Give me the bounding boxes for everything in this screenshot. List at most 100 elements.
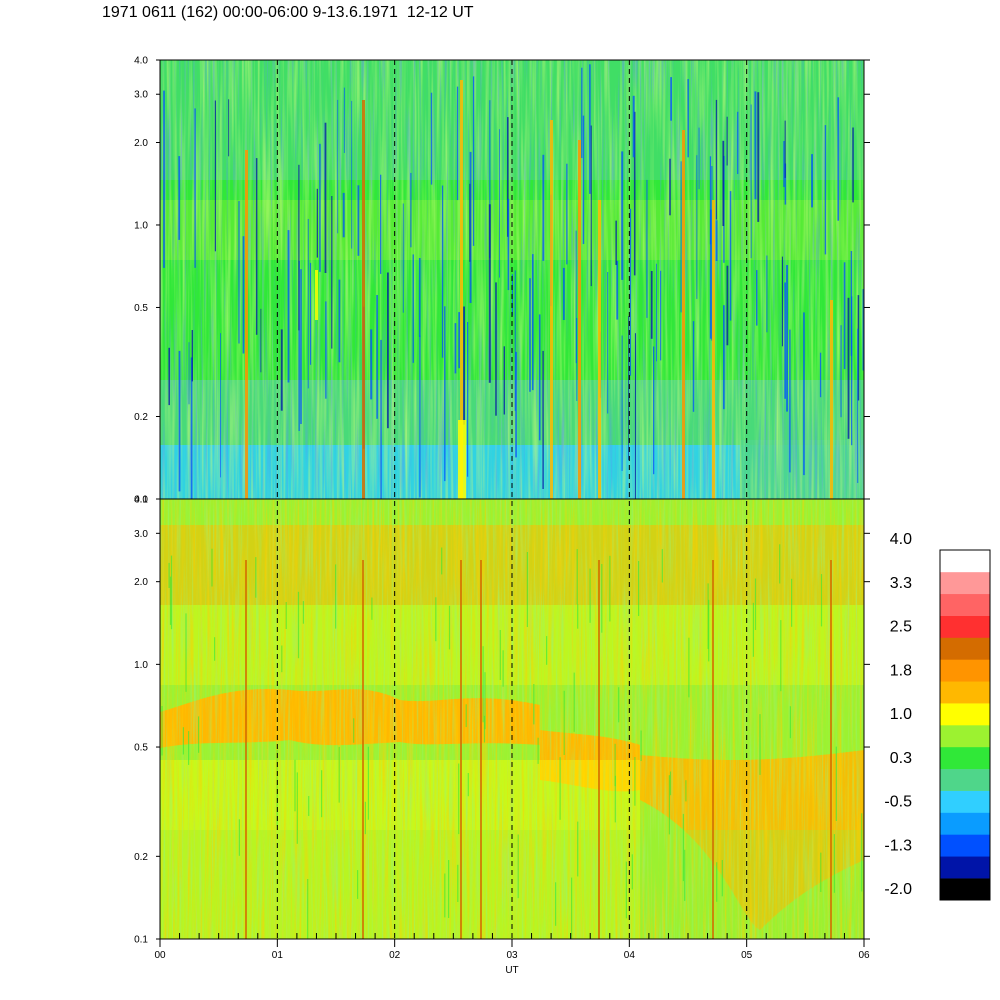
x-tick-label: 04 bbox=[624, 950, 636, 961]
dropout-streak bbox=[696, 155, 698, 299]
low-streak bbox=[297, 591, 300, 659]
hour-gridlines bbox=[276, 60, 748, 939]
dropout-streak bbox=[357, 185, 360, 256]
dropout-streak bbox=[507, 198, 510, 291]
dropout-streak bbox=[298, 261, 300, 431]
low-streak bbox=[168, 562, 170, 588]
dropout-streak bbox=[380, 174, 382, 274]
colorbar-segment bbox=[940, 768, 990, 791]
dropout-streak bbox=[857, 295, 860, 401]
dropout-streak bbox=[715, 99, 718, 220]
y-tick-label: 0.1 bbox=[134, 495, 148, 506]
x-tick-label: 01 bbox=[272, 950, 284, 961]
y-tick-label: 1.0 bbox=[134, 220, 148, 231]
dropout-streak bbox=[726, 116, 728, 166]
colorbar-label: 2.5 bbox=[890, 619, 912, 636]
colorbar-label: 1.0 bbox=[890, 706, 912, 723]
dropout-streak bbox=[412, 254, 414, 363]
colorbar-segment bbox=[940, 681, 990, 704]
low-streak bbox=[467, 773, 469, 797]
dropout-streak bbox=[419, 335, 421, 498]
colorbar-label: 4.0 bbox=[890, 531, 912, 548]
low-streak bbox=[573, 672, 575, 732]
low-streak bbox=[335, 564, 337, 629]
low-streak bbox=[555, 882, 557, 926]
low-streak bbox=[716, 862, 718, 902]
dropout-streak bbox=[650, 271, 653, 339]
dropout-streak bbox=[632, 95, 635, 158]
dropout-streak bbox=[680, 161, 682, 313]
low-streak bbox=[214, 637, 216, 661]
low-streak bbox=[308, 796, 310, 816]
dropout-streak bbox=[784, 282, 786, 399]
enhanced-streak bbox=[830, 300, 833, 499]
low-streak bbox=[634, 757, 636, 806]
dropout-streak bbox=[726, 265, 729, 346]
low-streak bbox=[789, 706, 791, 739]
colorbar-segment bbox=[940, 878, 990, 901]
colorbar-segment bbox=[940, 659, 990, 682]
dropout-streak bbox=[754, 91, 757, 200]
dropout-streak bbox=[458, 312, 461, 369]
low-streak bbox=[559, 757, 561, 820]
low-streak bbox=[820, 852, 822, 892]
y-axes: 0.10.20.51.02.03.04.00.10.20.51.02.03.04… bbox=[134, 56, 870, 946]
low-streak bbox=[302, 601, 304, 624]
low-streak bbox=[601, 564, 603, 633]
dropout-streak bbox=[260, 308, 262, 373]
low-streak bbox=[526, 552, 528, 627]
low-streak bbox=[255, 557, 257, 598]
dropout-streak bbox=[469, 183, 471, 262]
dropout-streak bbox=[653, 346, 655, 475]
dropout-streak bbox=[331, 196, 333, 349]
low-streak bbox=[614, 775, 616, 823]
dropout-streak bbox=[646, 179, 648, 318]
dropout-streak bbox=[576, 318, 578, 401]
dropout-streak bbox=[444, 306, 446, 482]
colorbar-label: -1.3 bbox=[884, 837, 912, 854]
dropout-streak bbox=[582, 115, 585, 244]
low-streak bbox=[861, 813, 863, 892]
enhanced-streak bbox=[362, 100, 365, 499]
dropout-streak bbox=[467, 322, 469, 477]
dropout-streak bbox=[316, 188, 318, 258]
low-streak bbox=[625, 861, 627, 919]
dropout-streak bbox=[824, 125, 827, 255]
y-tick-label: 4.0 bbox=[134, 56, 148, 67]
dropout-streak bbox=[757, 92, 760, 222]
low-streak bbox=[211, 548, 213, 587]
enhanced-streak bbox=[598, 560, 600, 939]
dropout-streak bbox=[709, 156, 712, 245]
dropout-streak bbox=[342, 192, 345, 238]
dropout-streak bbox=[387, 272, 389, 429]
dropout-streak bbox=[472, 76, 475, 246]
dropout-streak bbox=[515, 351, 517, 458]
low-streak bbox=[161, 706, 163, 756]
dropout-streak bbox=[538, 314, 541, 441]
low-streak bbox=[484, 672, 486, 730]
dropout-streak bbox=[811, 154, 813, 208]
enhanced-streak bbox=[460, 560, 462, 939]
dropout-streak bbox=[628, 316, 629, 461]
x-tick-label: 02 bbox=[389, 950, 401, 961]
dropout-streak bbox=[660, 270, 662, 361]
low-streak bbox=[631, 854, 633, 890]
enhanced-streak bbox=[480, 560, 482, 939]
low-streak bbox=[517, 834, 519, 899]
dropout-streak bbox=[857, 328, 859, 483]
low-streak bbox=[371, 597, 373, 620]
low-streak bbox=[682, 813, 684, 882]
low-streak bbox=[640, 730, 642, 761]
x-tick-label: 00 bbox=[154, 950, 166, 961]
dropout-streak bbox=[441, 185, 444, 358]
dropout-streak bbox=[495, 282, 497, 416]
chart-title: 1971 0611 (162) 00:00-06:00 9-13.6.1971 … bbox=[102, 4, 474, 21]
dropout-streak bbox=[499, 129, 500, 278]
dropout-streak bbox=[307, 219, 309, 389]
low-streak bbox=[707, 583, 709, 649]
low-streak bbox=[457, 864, 459, 902]
dropout-streak bbox=[737, 111, 739, 174]
low-streak bbox=[835, 746, 837, 821]
dropout-streak bbox=[163, 90, 165, 268]
